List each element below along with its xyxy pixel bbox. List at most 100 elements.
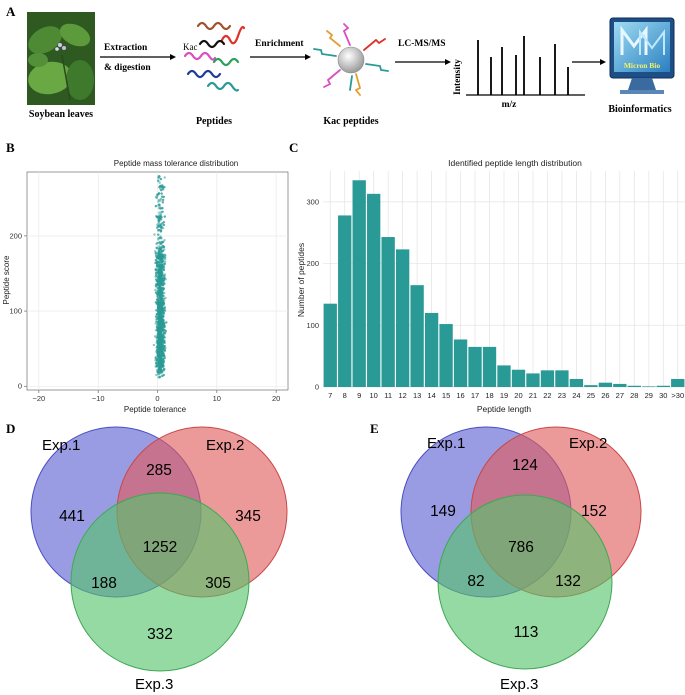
venn-e-circle-exp3 (437, 494, 613, 670)
scatter-point (163, 185, 166, 189)
scatter-point (156, 193, 159, 196)
venn-d-label-exp1: Exp.1 (42, 437, 80, 454)
scatter-point (162, 220, 166, 224)
scatter-point (157, 347, 161, 350)
scatter-point (154, 361, 158, 365)
scatter-point (157, 344, 160, 347)
bar-xtick-label: 26 (601, 391, 609, 400)
bar-ytick-label: 100 (306, 321, 319, 330)
scatter-point (162, 287, 166, 290)
scatter-xtick-label: 20 (272, 394, 280, 403)
bar-xtick-label: >30 (671, 391, 684, 400)
arrow3-label: LC-MS/MS (398, 39, 446, 49)
ms-spectrum-icon (466, 36, 585, 96)
scatter-point (156, 316, 159, 320)
scatter-point (154, 291, 158, 294)
bar-xtick-label: 28 (630, 391, 638, 400)
scatter-point (156, 298, 160, 302)
bar-7 (323, 303, 337, 387)
scatter-point (160, 346, 164, 349)
bar-xtick-label: 30 (659, 391, 667, 400)
arrow-bioinformatics-head (600, 59, 606, 65)
ms-ylabel: Intensity (453, 59, 463, 95)
bar-xtick-label: 14 (427, 391, 435, 400)
scatter-point (156, 293, 159, 296)
scatter-point (159, 272, 163, 275)
scatter-point (158, 365, 161, 368)
bar-xtick-label: 25 (587, 391, 595, 400)
scatter-point (164, 296, 167, 300)
scatter-point (156, 286, 159, 290)
scatter-point (158, 266, 161, 270)
scatter-point (160, 246, 164, 249)
bar-xtick-label: 10 (370, 391, 378, 400)
bar-xtick-label: 19 (500, 391, 508, 400)
scatter-point (162, 322, 165, 326)
scatter-point (161, 259, 165, 262)
soybean-caption: Soybean leaves (29, 109, 93, 120)
scatter-point (159, 339, 162, 343)
scatter-point (157, 245, 161, 248)
scatter-point (159, 342, 162, 345)
bar-xtick-label: 8 (343, 391, 347, 400)
scatter-point (156, 359, 159, 362)
bar-xtick-label: 29 (645, 391, 653, 400)
scatter-point (155, 313, 158, 316)
scatter-point (154, 249, 157, 253)
bar-19 (497, 365, 511, 387)
venn-d-all: 1252 (143, 539, 177, 556)
bar-xtick-label: 16 (456, 391, 464, 400)
scatter-point (163, 277, 166, 280)
venn-d-label-exp3: Exp.3 (135, 676, 173, 693)
scatter-point (157, 336, 160, 339)
panel-c: C Identified peptide length distribution… (289, 140, 685, 414)
bar-26 (598, 382, 613, 387)
scatter-point (161, 300, 165, 304)
bar-28 (627, 385, 641, 387)
scatter-point (161, 257, 164, 260)
scatter-title: Peptide mass tolerance distribution (114, 159, 239, 168)
scatter-point (157, 261, 160, 264)
scatter-point (159, 280, 162, 283)
scatter-point (157, 291, 161, 294)
scatter-point (163, 215, 166, 218)
scatter-point (163, 257, 167, 261)
scatter-point (162, 369, 165, 372)
scatter-point (162, 364, 165, 368)
scatter-point (162, 279, 165, 283)
scatter-point (161, 374, 164, 378)
scatter-point (160, 216, 163, 219)
monitor-text: Micron Bio (624, 61, 661, 70)
bar-xtick-label: 17 (471, 391, 479, 400)
bar-xtick-label: 11 (384, 391, 392, 400)
bar-16 (453, 339, 468, 387)
scatter-point (162, 324, 165, 328)
scatter-point (161, 253, 164, 257)
venn-d-exp2-exp3: 305 (205, 575, 231, 592)
scatter-point (156, 271, 159, 274)
bar-14 (424, 312, 439, 387)
bar-ytick-label: 300 (306, 197, 319, 206)
bar-xtick-label: 13 (413, 391, 421, 400)
scatter-point (156, 215, 159, 219)
scatter-point (154, 315, 158, 318)
scatter-point (156, 370, 160, 373)
venn-e-exp2-exp3: 132 (555, 573, 581, 590)
scatter-xtick-label: −10 (92, 394, 105, 403)
scatter-point (154, 195, 158, 199)
venn-d-exp1-exp2: 285 (146, 462, 172, 479)
bar-xtick-label: 7 (328, 391, 332, 400)
scatter-point (156, 350, 160, 354)
bar-30 (656, 385, 670, 387)
bar-11 (381, 237, 395, 387)
bar-xtick-label: 24 (572, 391, 580, 400)
arrow-enrichment-head (305, 54, 311, 60)
bar-27 (613, 383, 627, 387)
panel-label-e: E (370, 421, 379, 436)
scatter-point (158, 185, 161, 189)
panel-b: B Peptide mass tolerance distribution −2… (2, 140, 289, 414)
scatter-point (157, 251, 160, 254)
scatter-point (160, 192, 163, 195)
scatter-xtick-label: −20 (32, 394, 45, 403)
kac-bead-icon (313, 23, 389, 96)
